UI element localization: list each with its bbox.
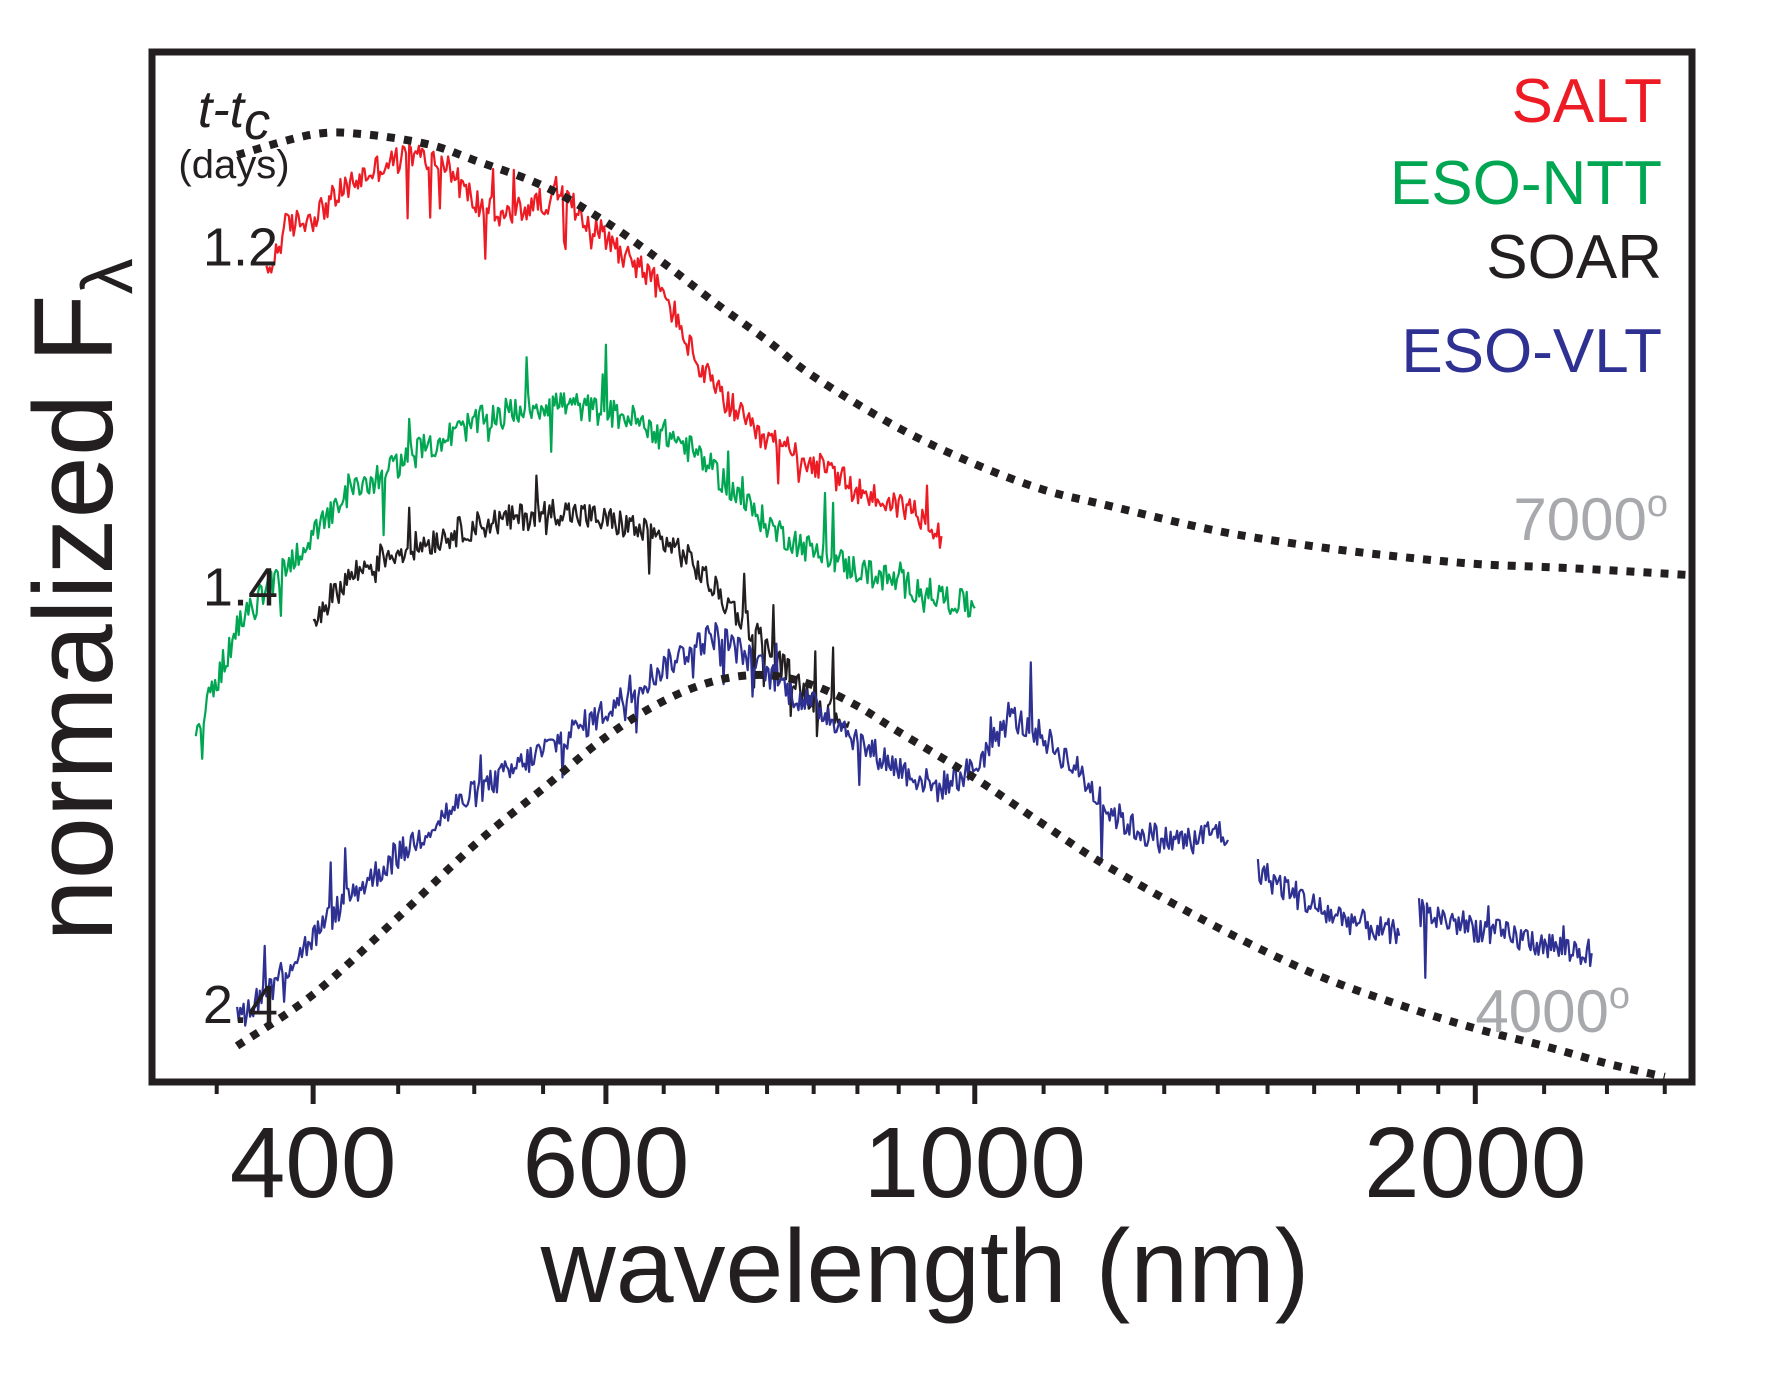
epoch-label: 1.2 [203,218,278,278]
series-layer [194,144,1593,1027]
series-soar-line [312,474,850,738]
epoch-header-main: t-t [198,81,247,139]
y-axis-label: normalized Fλ [11,258,148,941]
epoch-header-unit: (days) [178,143,289,187]
epoch-label: 1.4 [203,558,278,618]
blackbody-fit-4000 [234,670,1666,1081]
x-tick-label: 400 [230,1107,397,1219]
y-axis-label-main: normalized F [11,294,136,941]
y-axis-label-subscript: λ [68,258,148,294]
plot-frame [148,48,1696,1086]
epoch-header-sub: c [244,93,270,151]
x-tick-label: 600 [522,1107,689,1219]
x-axis-ticks: 400 600 1000 2000 [214,1082,1667,1219]
temperature-label-7000: 7000o [1513,483,1668,553]
epoch-label: 2.4 [203,975,278,1035]
epoch-header: t-tc [198,81,270,151]
legend-item-salt: SALT [1512,67,1662,136]
x-axis-label: wavelength (nm) [540,1209,1310,1325]
x-tick-label: 1000 [864,1107,1086,1219]
temperature-label-4000: 4000o [1475,975,1630,1045]
legend-item-soar: SOAR [1486,223,1662,292]
legend-item-eso-vlt: ESO-VLT [1401,317,1662,386]
temperature-labels: 7000o 4000o [1475,483,1668,1045]
x-tick-label: 2000 [1364,1107,1586,1219]
epoch-labels: 1.2 1.4 2.4 [203,218,278,1035]
blackbody-fit-layer [234,128,1693,1081]
series-eso-vlt-line [236,622,1593,1027]
series-salt-line [265,144,943,549]
legend-item-eso-ntt: ESO-NTT [1390,149,1662,218]
series-eso-ntt-line [194,343,976,760]
